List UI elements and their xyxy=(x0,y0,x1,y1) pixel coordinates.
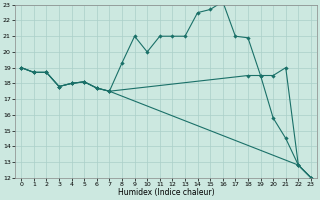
X-axis label: Humidex (Indice chaleur): Humidex (Indice chaleur) xyxy=(118,188,214,197)
